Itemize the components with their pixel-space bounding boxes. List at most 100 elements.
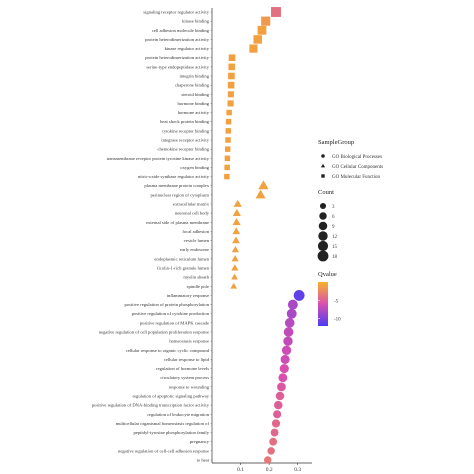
bp-point: [277, 382, 286, 392]
y-tick-label: multicellular organismal homeostasis reg…: [116, 421, 210, 426]
y-tick-label: transmembrane receptor protein tyrosine …: [107, 156, 210, 161]
y-tick-label: signaling receptor regulator activity: [143, 10, 209, 15]
bp-point: [293, 289, 305, 301]
bp-point: [283, 327, 294, 337]
bp-point: [269, 437, 278, 446]
y-tick-label: spindle pole: [187, 284, 209, 289]
y-tick-label: neuronal cell body: [175, 211, 210, 216]
y-tick-label: early endosome: [180, 247, 209, 252]
mf-point: [257, 25, 267, 35]
legend-sample-group: SampleGroup GO Biological Processes GO C…: [318, 139, 383, 180]
y-tick-label: hormone binding: [177, 101, 209, 106]
mf-point: [226, 109, 232, 116]
legend-count-label: 12: [332, 235, 338, 240]
y-tick-label: heat shock protein binding: [160, 119, 210, 124]
y-tick-label: protein heterodimerization activity: [145, 55, 209, 60]
cc-point: [255, 189, 266, 199]
legend-circle-symbol: [321, 154, 325, 158]
qvalue-colorbar: [318, 282, 328, 326]
y-tick-label: regulation of hormone levels: [156, 366, 209, 371]
cc-point: [232, 208, 241, 216]
y-tick-label: to heat: [197, 458, 210, 463]
y-tick-label: vesicle lumen: [184, 238, 210, 243]
y-tick-label: homeostasis response: [169, 339, 209, 344]
cc-point: [232, 218, 241, 226]
x-tick-label: 0.3: [294, 467, 301, 473]
mf-point: [228, 54, 236, 62]
legend-count-title: Count: [318, 189, 334, 196]
y-tick-label: steroid binding: [181, 92, 209, 97]
legend-series-label-mf: GO Molecular Function: [332, 175, 381, 180]
mf-point: [227, 81, 235, 89]
x-tick-label: 0.1: [237, 467, 244, 473]
bp-point: [275, 391, 285, 401]
mf-point: [228, 72, 235, 80]
y-tick-label: kinase binding: [182, 19, 210, 24]
bp-point: [280, 354, 290, 364]
y-tick-label: chemokine receptor binding: [157, 147, 209, 152]
bp-point: [278, 373, 288, 383]
y-tick-label: ficolin-1-rich granule lumen: [157, 266, 210, 271]
bp-point: [283, 336, 293, 346]
legend-count-dot: [317, 250, 329, 262]
legend-count-dot: [319, 202, 327, 210]
y-tick-label: serine-type endopeptidase activity: [146, 64, 209, 69]
cc-point: [233, 199, 242, 207]
y-tick-label: nitric-oxide synthase regulator activity: [138, 174, 210, 179]
mf-point: [225, 137, 231, 143]
y-tick-label: chaperone binding: [175, 83, 210, 88]
y-tick-label: external side of plasma membrane: [146, 220, 209, 225]
y-tick-label: positive regulation of protein phosphory…: [125, 302, 210, 307]
mf-point: [225, 128, 232, 134]
legend-series-label-cc: GO Cellular Components: [332, 165, 383, 170]
y-tick-label: cellular response to lipid: [164, 357, 210, 362]
bp-point: [284, 318, 295, 328]
legend-square-symbol: [321, 174, 325, 178]
bp-point: [267, 447, 275, 455]
legend-count-dot: [318, 221, 328, 231]
cc-point: [231, 264, 239, 271]
cc-point: [231, 273, 238, 280]
bp-point: [286, 308, 297, 319]
mf-point: [261, 16, 271, 26]
cc-point: [258, 180, 269, 190]
mf-point: [224, 164, 230, 171]
y-tick-label: peptidyl-tyrosine phosphorylation family: [133, 430, 209, 435]
y-tick-label: pregnancy: [190, 439, 210, 444]
bp-point: [270, 428, 279, 437]
legend-count-label: 15: [332, 245, 338, 250]
mf-point: [224, 155, 231, 162]
legend-count-label: 3: [332, 205, 335, 210]
mf-point: [249, 44, 258, 53]
mf-point: [227, 100, 234, 107]
bp-point: [281, 345, 292, 355]
y-tick-label: inflammatory response: [167, 293, 209, 298]
mf-point: [225, 118, 232, 125]
legend-qvalue-title: Qvalue: [318, 271, 337, 278]
y-tick-label: positive regulation of MAPK cascade: [140, 320, 209, 325]
legend-count-dot: [319, 212, 327, 220]
y-tick-label: perinuclear region of cytoplasm: [150, 192, 209, 197]
legend-count-label: 18: [332, 255, 338, 260]
legend-count-dot: [318, 231, 328, 241]
plot-panel: signaling receptor regulator activity kin…: [92, 7, 312, 473]
y-tick-label: regulation of leukocyte migration: [147, 412, 209, 417]
y-tick-label: protein heterodimerization activity: [145, 37, 209, 42]
cc-point: [231, 245, 240, 253]
y-tick-label: circulatory system process: [160, 375, 209, 380]
mf-point: [271, 7, 281, 17]
y-tick-label: positive regulation of cytokine producti…: [132, 311, 210, 316]
y-tick-label: oxygen binding: [180, 165, 209, 170]
legend-count-label: 9: [332, 225, 335, 230]
legend-qvalue-label: -10: [334, 318, 341, 323]
legend-count-dot: [317, 240, 329, 252]
y-tick-label: negative regulation of cell population p…: [99, 330, 209, 335]
y-tick-label: endoplasmic reticulum lumen: [154, 256, 209, 261]
x-tick-label: 0.2: [266, 467, 273, 473]
y-tick-label: kinase regulator activity: [165, 46, 210, 51]
bp-point: [263, 456, 272, 464]
mf-point: [224, 173, 230, 180]
y-tick-label: cellular response to organic cyclic comp…: [126, 348, 210, 353]
y-tick-label: plasma membrane protein complex: [144, 183, 209, 188]
mf-point: [253, 35, 262, 44]
